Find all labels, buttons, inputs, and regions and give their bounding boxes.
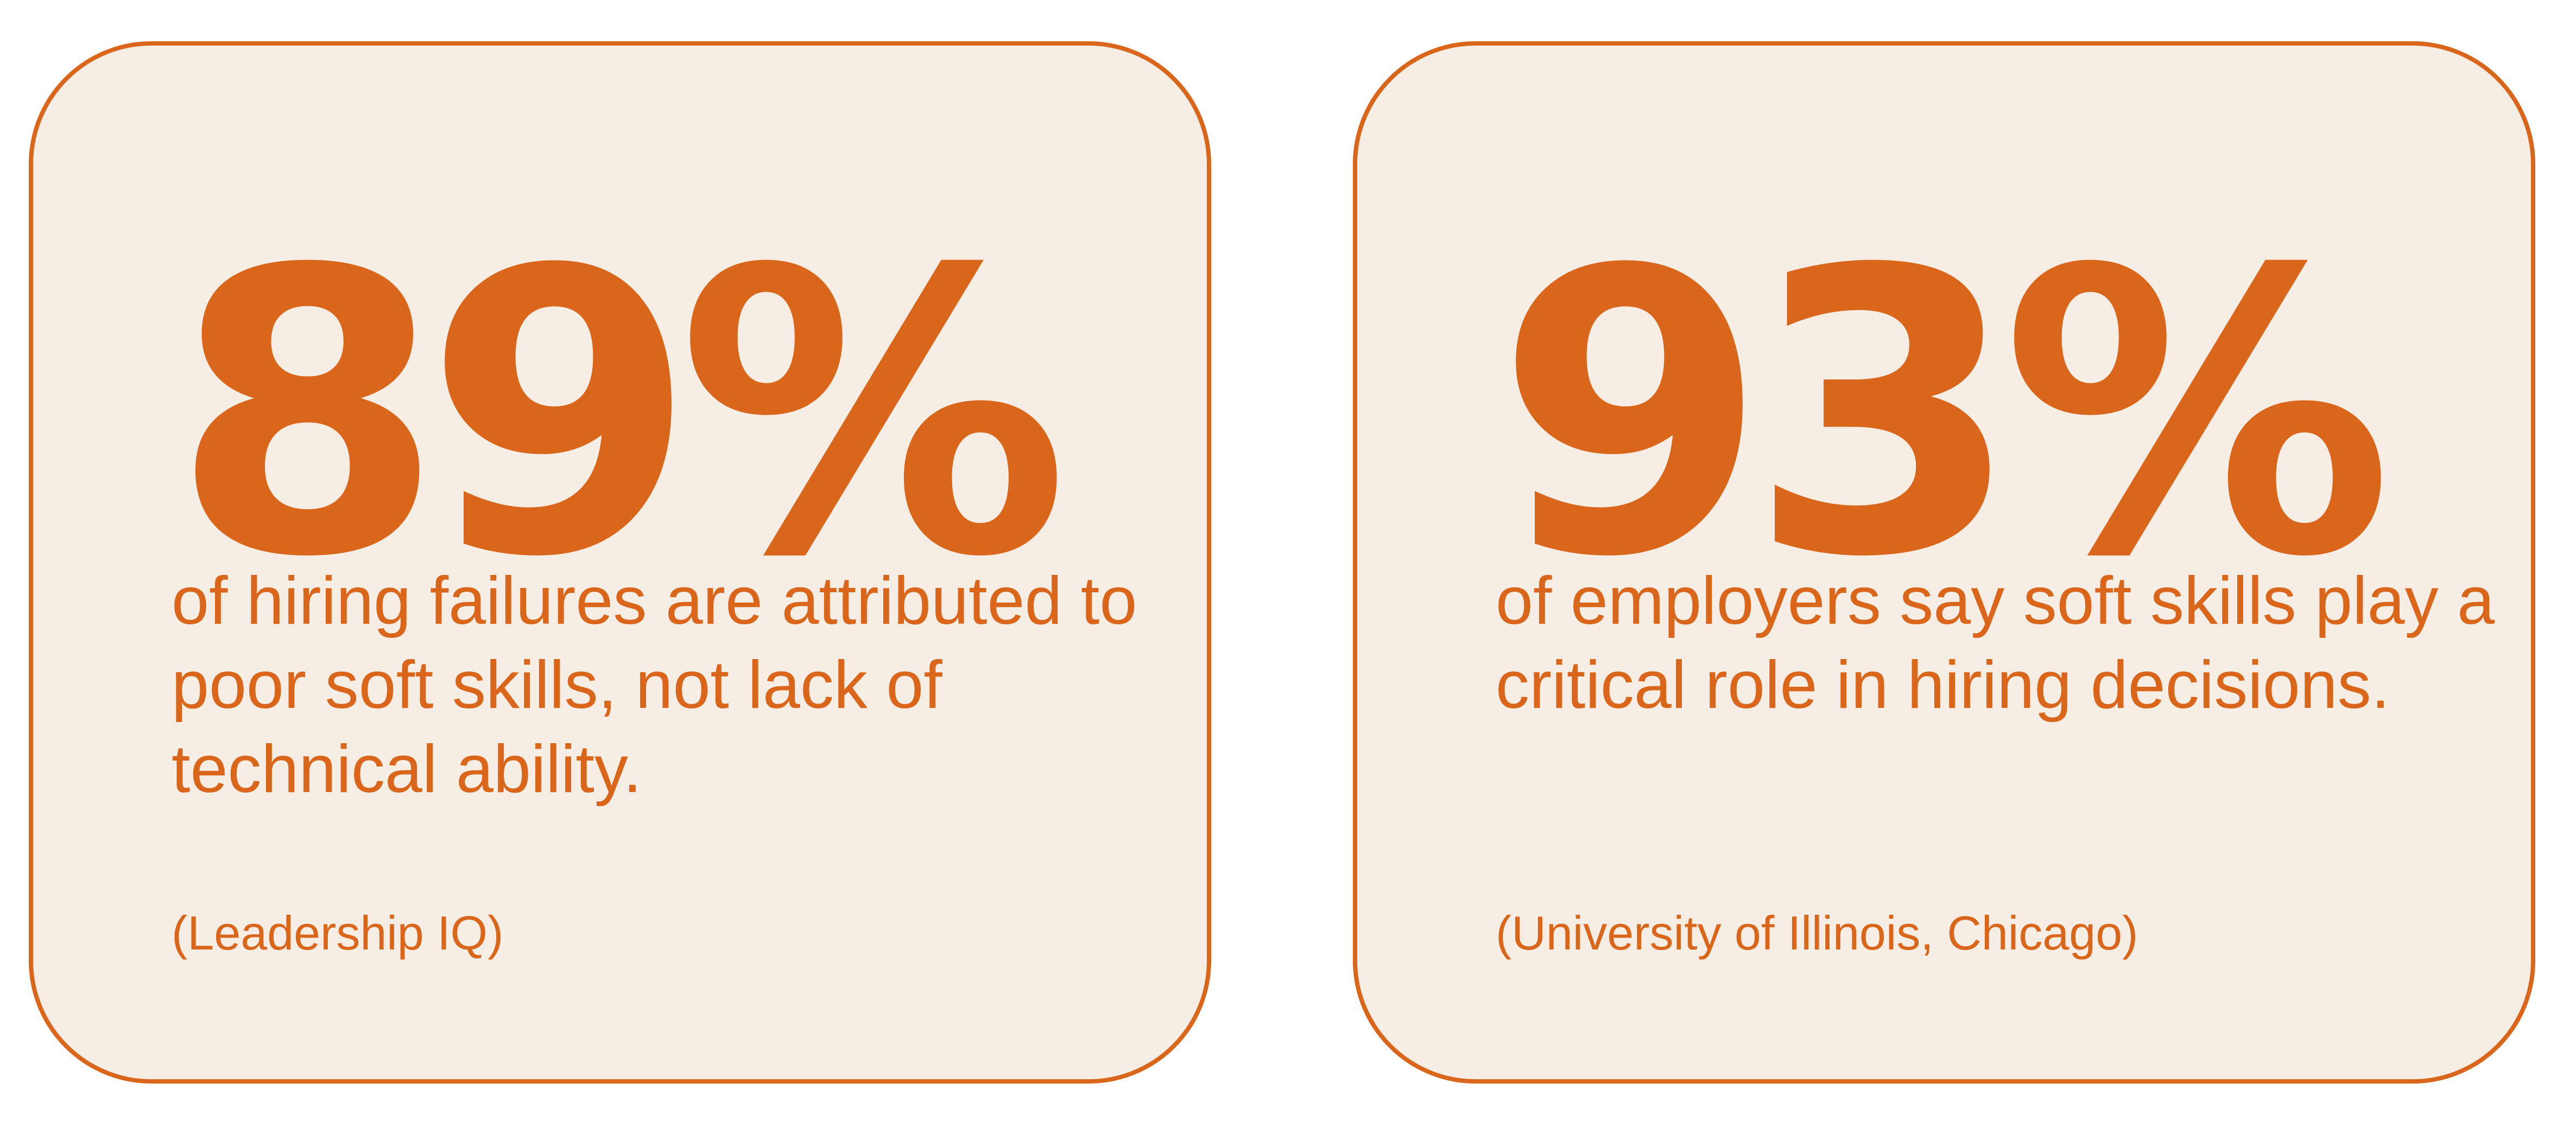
stat-description: of employers say soft skills play a crit… bbox=[1496, 564, 2495, 723]
stat-source: (Leadership IQ) bbox=[172, 906, 504, 960]
stat-description: of hiring failures are attributed to poo… bbox=[172, 564, 1137, 807]
stat-card-hiring-failures: 89% of hiring failures are attributed to… bbox=[29, 41, 1211, 1084]
stat-card-employers: 93% of employers say soft skills play a … bbox=[1353, 41, 2535, 1084]
stat-value: 89% bbox=[172, 187, 1069, 642]
stat-source: (University of Illinois, Chicago) bbox=[1496, 906, 2138, 960]
stat-value: 93% bbox=[1496, 187, 2393, 642]
